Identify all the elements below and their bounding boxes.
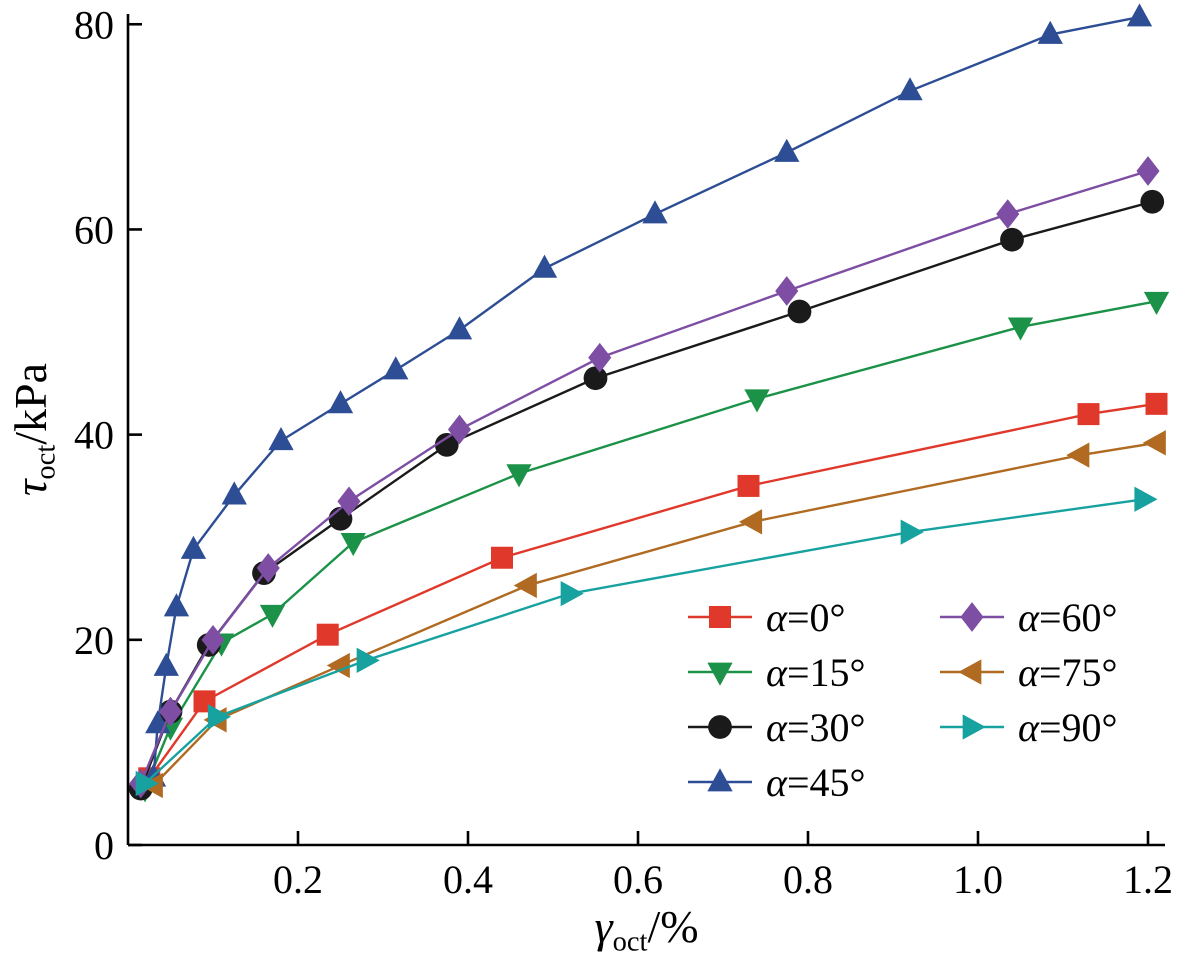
marker-triangle-right <box>356 647 380 673</box>
series-α=45° <box>140 3 1153 787</box>
marker-triangle-up <box>1037 20 1063 44</box>
legend-item-α=15°: α=15° <box>688 650 866 695</box>
marker-triangle-left <box>1142 430 1166 456</box>
marker-triangle-down <box>506 464 532 488</box>
y-tick-label: 60 <box>74 207 114 252</box>
series-α=75° <box>139 430 1166 799</box>
legend-label: α=75° <box>1018 650 1118 695</box>
series-α=60° <box>129 156 1160 799</box>
marker-circle <box>583 366 608 391</box>
x-tick-label: 1.2 <box>1123 857 1173 902</box>
marker-circle <box>1000 227 1024 252</box>
marker-diamond <box>201 624 225 655</box>
marker-triangle-up <box>327 390 354 414</box>
legend-item-α=45°: α=45° <box>688 760 866 805</box>
marker-triangle-up <box>153 652 179 676</box>
series-α=90° <box>135 486 1158 797</box>
marker-square <box>709 606 731 628</box>
marker-triangle-right <box>207 704 231 730</box>
legend-label: α=90° <box>1018 705 1118 750</box>
x-tick-label: 0.4 <box>443 857 493 902</box>
marker-triangle-left <box>1066 442 1090 468</box>
y-tick-label: 40 <box>74 413 114 458</box>
y-tick-label: 20 <box>74 618 114 663</box>
marker-circle <box>787 299 812 324</box>
marker-triangle-right <box>135 770 159 797</box>
series-α=30° <box>128 189 1165 801</box>
marker-triangle-left <box>958 659 982 685</box>
legend-label: α=15° <box>766 650 866 695</box>
marker-circle <box>1140 189 1165 214</box>
y-axis-title: τoct/kPa <box>5 363 61 496</box>
marker-diamond <box>1136 156 1160 186</box>
marker-triangle-up <box>163 593 190 617</box>
marker-circle <box>434 433 459 457</box>
series-α=15° <box>132 291 1170 803</box>
marker-diamond <box>996 199 1020 229</box>
y-tick-label: 0 <box>94 823 114 868</box>
marker-triangle-up <box>897 77 923 101</box>
marker-triangle-right <box>1134 486 1158 512</box>
legend: α=0° α=15° α=30° α=45° α=60° α=75° α=90° <box>688 595 1118 805</box>
legend-label: α=0° <box>766 595 846 640</box>
marker-diamond <box>960 602 984 632</box>
legend-label: α=60° <box>1018 595 1118 640</box>
marker-triangle-up <box>642 200 668 224</box>
x-tick-label: 0.6 <box>613 857 663 902</box>
axes <box>126 14 1165 847</box>
marker-triangle-up <box>707 768 733 792</box>
series-α=0° <box>138 392 1168 790</box>
marker-triangle-up <box>774 138 800 162</box>
marker-triangle-down <box>707 662 733 686</box>
marker-triangle-down <box>744 389 770 413</box>
marker-diamond <box>447 414 472 445</box>
marker-square <box>737 474 760 497</box>
marker-diamond <box>337 486 361 517</box>
marker-triangle-down <box>1007 317 1034 341</box>
marker-square <box>316 623 339 646</box>
marker-triangle-right <box>560 580 584 607</box>
marker-triangle-right <box>962 714 986 740</box>
marker-triangle-up <box>1126 3 1153 27</box>
legend-item-α=90°: α=90° <box>940 705 1118 750</box>
marker-triangle-up <box>383 356 409 380</box>
marker-triangle-up <box>268 427 294 451</box>
marker-diamond <box>588 342 612 373</box>
tick-labels: 0.2 0.4 0.6 0.8 1.0 1.2 0 20 40 60 80 <box>74 2 1173 902</box>
x-tick-label: 0.8 <box>783 857 833 902</box>
marker-triangle-up <box>531 254 558 278</box>
y-tick-label: 80 <box>74 2 114 47</box>
x-tick-label: 0.2 <box>273 857 323 902</box>
legend-label: α=45° <box>766 760 866 805</box>
legend-item-α=0°: α=0° <box>688 595 846 640</box>
x-tick-label: 1.0 <box>953 857 1003 902</box>
marker-triangle-left <box>326 652 350 679</box>
legend-label: α=30° <box>766 705 866 750</box>
legend-item-α=30°: α=30° <box>688 705 866 750</box>
marker-triangle-up <box>446 316 473 340</box>
marker-triangle-up <box>221 481 247 505</box>
marker-triangle-right <box>900 519 924 545</box>
marker-triangle-left <box>513 572 537 599</box>
marker-diamond <box>256 553 280 583</box>
marker-square <box>1077 403 1100 426</box>
legend-item-α=75°: α=75° <box>940 650 1118 695</box>
legend-item-α=60°: α=60° <box>940 595 1118 640</box>
marker-triangle-down <box>259 604 286 628</box>
marker-square <box>1145 392 1168 415</box>
marker-triangle-up <box>180 535 207 559</box>
marker-triangle-down <box>340 533 366 557</box>
marker-circle <box>708 715 732 739</box>
marker-triangle-down <box>1143 291 1170 316</box>
marker-triangle-left <box>739 509 763 535</box>
marker-diamond <box>775 276 799 306</box>
x-axis-title: γoct/% <box>594 901 698 957</box>
marker-square <box>491 546 513 569</box>
marker-diamond <box>158 696 183 727</box>
